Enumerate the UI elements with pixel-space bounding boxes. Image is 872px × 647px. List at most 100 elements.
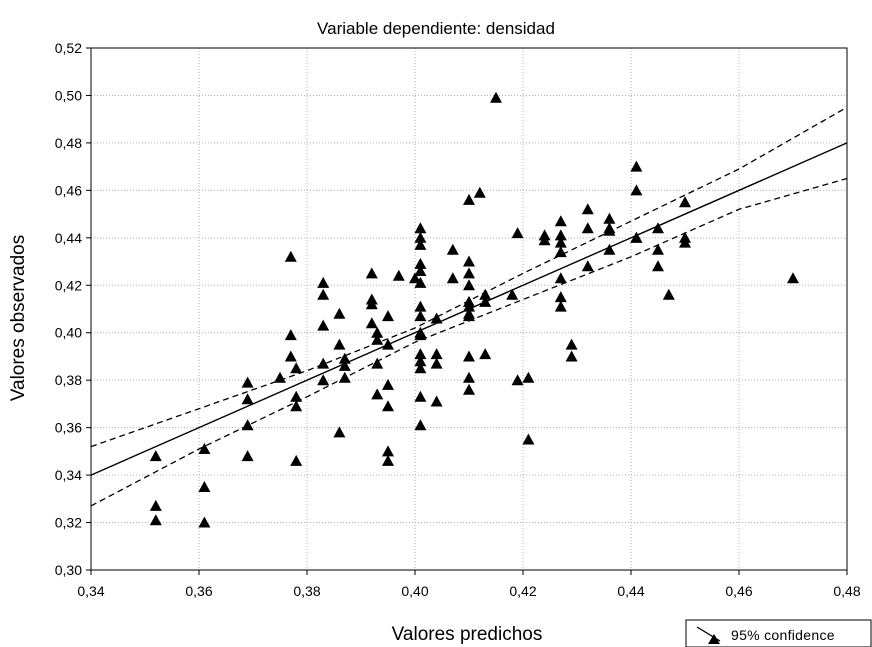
data-point bbox=[414, 419, 427, 431]
data-point bbox=[679, 196, 691, 208]
y-tick-label: 0,34 bbox=[55, 467, 82, 483]
legend-label: 95% confidence bbox=[731, 627, 835, 643]
data-point bbox=[554, 246, 567, 258]
data-point bbox=[409, 272, 421, 284]
data-point bbox=[652, 222, 664, 234]
data-point bbox=[317, 276, 330, 288]
y-tick-label: 0,36 bbox=[55, 420, 82, 436]
data-point bbox=[338, 371, 351, 383]
data-point bbox=[284, 350, 297, 362]
data-point bbox=[630, 184, 643, 196]
data-point bbox=[511, 374, 524, 386]
data-point bbox=[382, 445, 394, 457]
data-point bbox=[414, 265, 427, 276]
data-points bbox=[149, 91, 799, 528]
data-point bbox=[371, 388, 384, 400]
data-point bbox=[414, 310, 427, 322]
data-point bbox=[198, 443, 211, 454]
data-point bbox=[446, 243, 459, 255]
x-tick-label: 0,38 bbox=[293, 583, 320, 599]
y-tick-label: 0,46 bbox=[55, 182, 82, 198]
y-tick-label: 0,40 bbox=[55, 325, 82, 341]
data-point bbox=[365, 298, 378, 310]
data-point bbox=[198, 516, 211, 528]
data-point bbox=[554, 291, 567, 303]
legend: 95% confidence bbox=[685, 619, 872, 647]
data-point bbox=[149, 514, 162, 526]
data-point bbox=[463, 255, 475, 267]
data-point bbox=[554, 215, 567, 227]
data-point bbox=[290, 400, 303, 412]
data-point bbox=[565, 350, 578, 362]
data-point bbox=[463, 310, 475, 322]
data-point bbox=[446, 272, 459, 284]
data-point bbox=[463, 383, 475, 395]
y-axis-title: Valores observados bbox=[8, 235, 29, 402]
data-point bbox=[554, 300, 567, 312]
plot-frame bbox=[90, 47, 848, 571]
data-point bbox=[333, 426, 346, 438]
x-tick-label: 0,46 bbox=[725, 583, 752, 599]
data-point bbox=[430, 312, 443, 324]
data-point bbox=[414, 355, 427, 367]
data-point bbox=[365, 267, 378, 279]
data-point bbox=[506, 288, 519, 300]
data-point bbox=[463, 350, 475, 362]
data-point bbox=[382, 378, 394, 390]
data-point bbox=[581, 260, 594, 272]
y-tick-label: 0,42 bbox=[55, 277, 82, 293]
data-point bbox=[338, 352, 351, 364]
x-axis-title: Valores predichos bbox=[392, 624, 543, 645]
data-point bbox=[603, 224, 616, 236]
legend-triangle-icon bbox=[708, 634, 720, 644]
data-point bbox=[490, 91, 502, 103]
x-tick-label: 0,36 bbox=[185, 583, 212, 599]
data-point bbox=[479, 288, 492, 300]
data-point bbox=[333, 338, 346, 350]
data-point bbox=[652, 243, 664, 255]
grid-lines bbox=[91, 48, 847, 570]
data-point bbox=[414, 257, 427, 269]
data-point bbox=[241, 419, 254, 431]
x-tick-label: 0,40 bbox=[401, 583, 428, 599]
data-point bbox=[241, 393, 254, 405]
data-point bbox=[463, 267, 475, 279]
data-point bbox=[333, 307, 346, 319]
data-point bbox=[382, 310, 394, 322]
data-point bbox=[522, 433, 535, 445]
data-point bbox=[463, 279, 475, 291]
data-point bbox=[414, 300, 427, 312]
data-point bbox=[679, 236, 691, 248]
data-point bbox=[317, 374, 330, 386]
data-point bbox=[414, 362, 427, 374]
data-point bbox=[473, 186, 486, 198]
data-point bbox=[149, 499, 162, 511]
data-point bbox=[241, 376, 254, 388]
y-tick-label: 0,44 bbox=[55, 230, 82, 246]
y-tick-label: 0,50 bbox=[55, 87, 82, 103]
data-point bbox=[290, 390, 303, 402]
x-tick-label: 0,44 bbox=[617, 583, 644, 599]
data-point bbox=[371, 326, 384, 338]
data-point bbox=[554, 236, 567, 248]
data-point bbox=[198, 481, 211, 492]
data-point bbox=[241, 450, 254, 462]
data-point bbox=[317, 288, 330, 300]
data-point bbox=[479, 348, 492, 360]
data-point bbox=[630, 160, 643, 172]
data-point bbox=[290, 454, 303, 466]
data-point bbox=[511, 227, 524, 239]
data-point bbox=[565, 338, 578, 350]
data-point bbox=[787, 272, 799, 284]
y-tick-label: 0,52 bbox=[55, 40, 82, 56]
data-point bbox=[382, 400, 394, 412]
data-point bbox=[581, 203, 594, 215]
data-point bbox=[290, 362, 303, 374]
data-point bbox=[317, 319, 330, 331]
y-tick-label: 0,38 bbox=[55, 372, 82, 388]
data-point bbox=[430, 357, 443, 369]
chart-title: Variable dependiente: densidad bbox=[317, 19, 555, 38]
data-point bbox=[554, 272, 567, 284]
data-point bbox=[463, 371, 475, 383]
data-point bbox=[522, 371, 535, 383]
